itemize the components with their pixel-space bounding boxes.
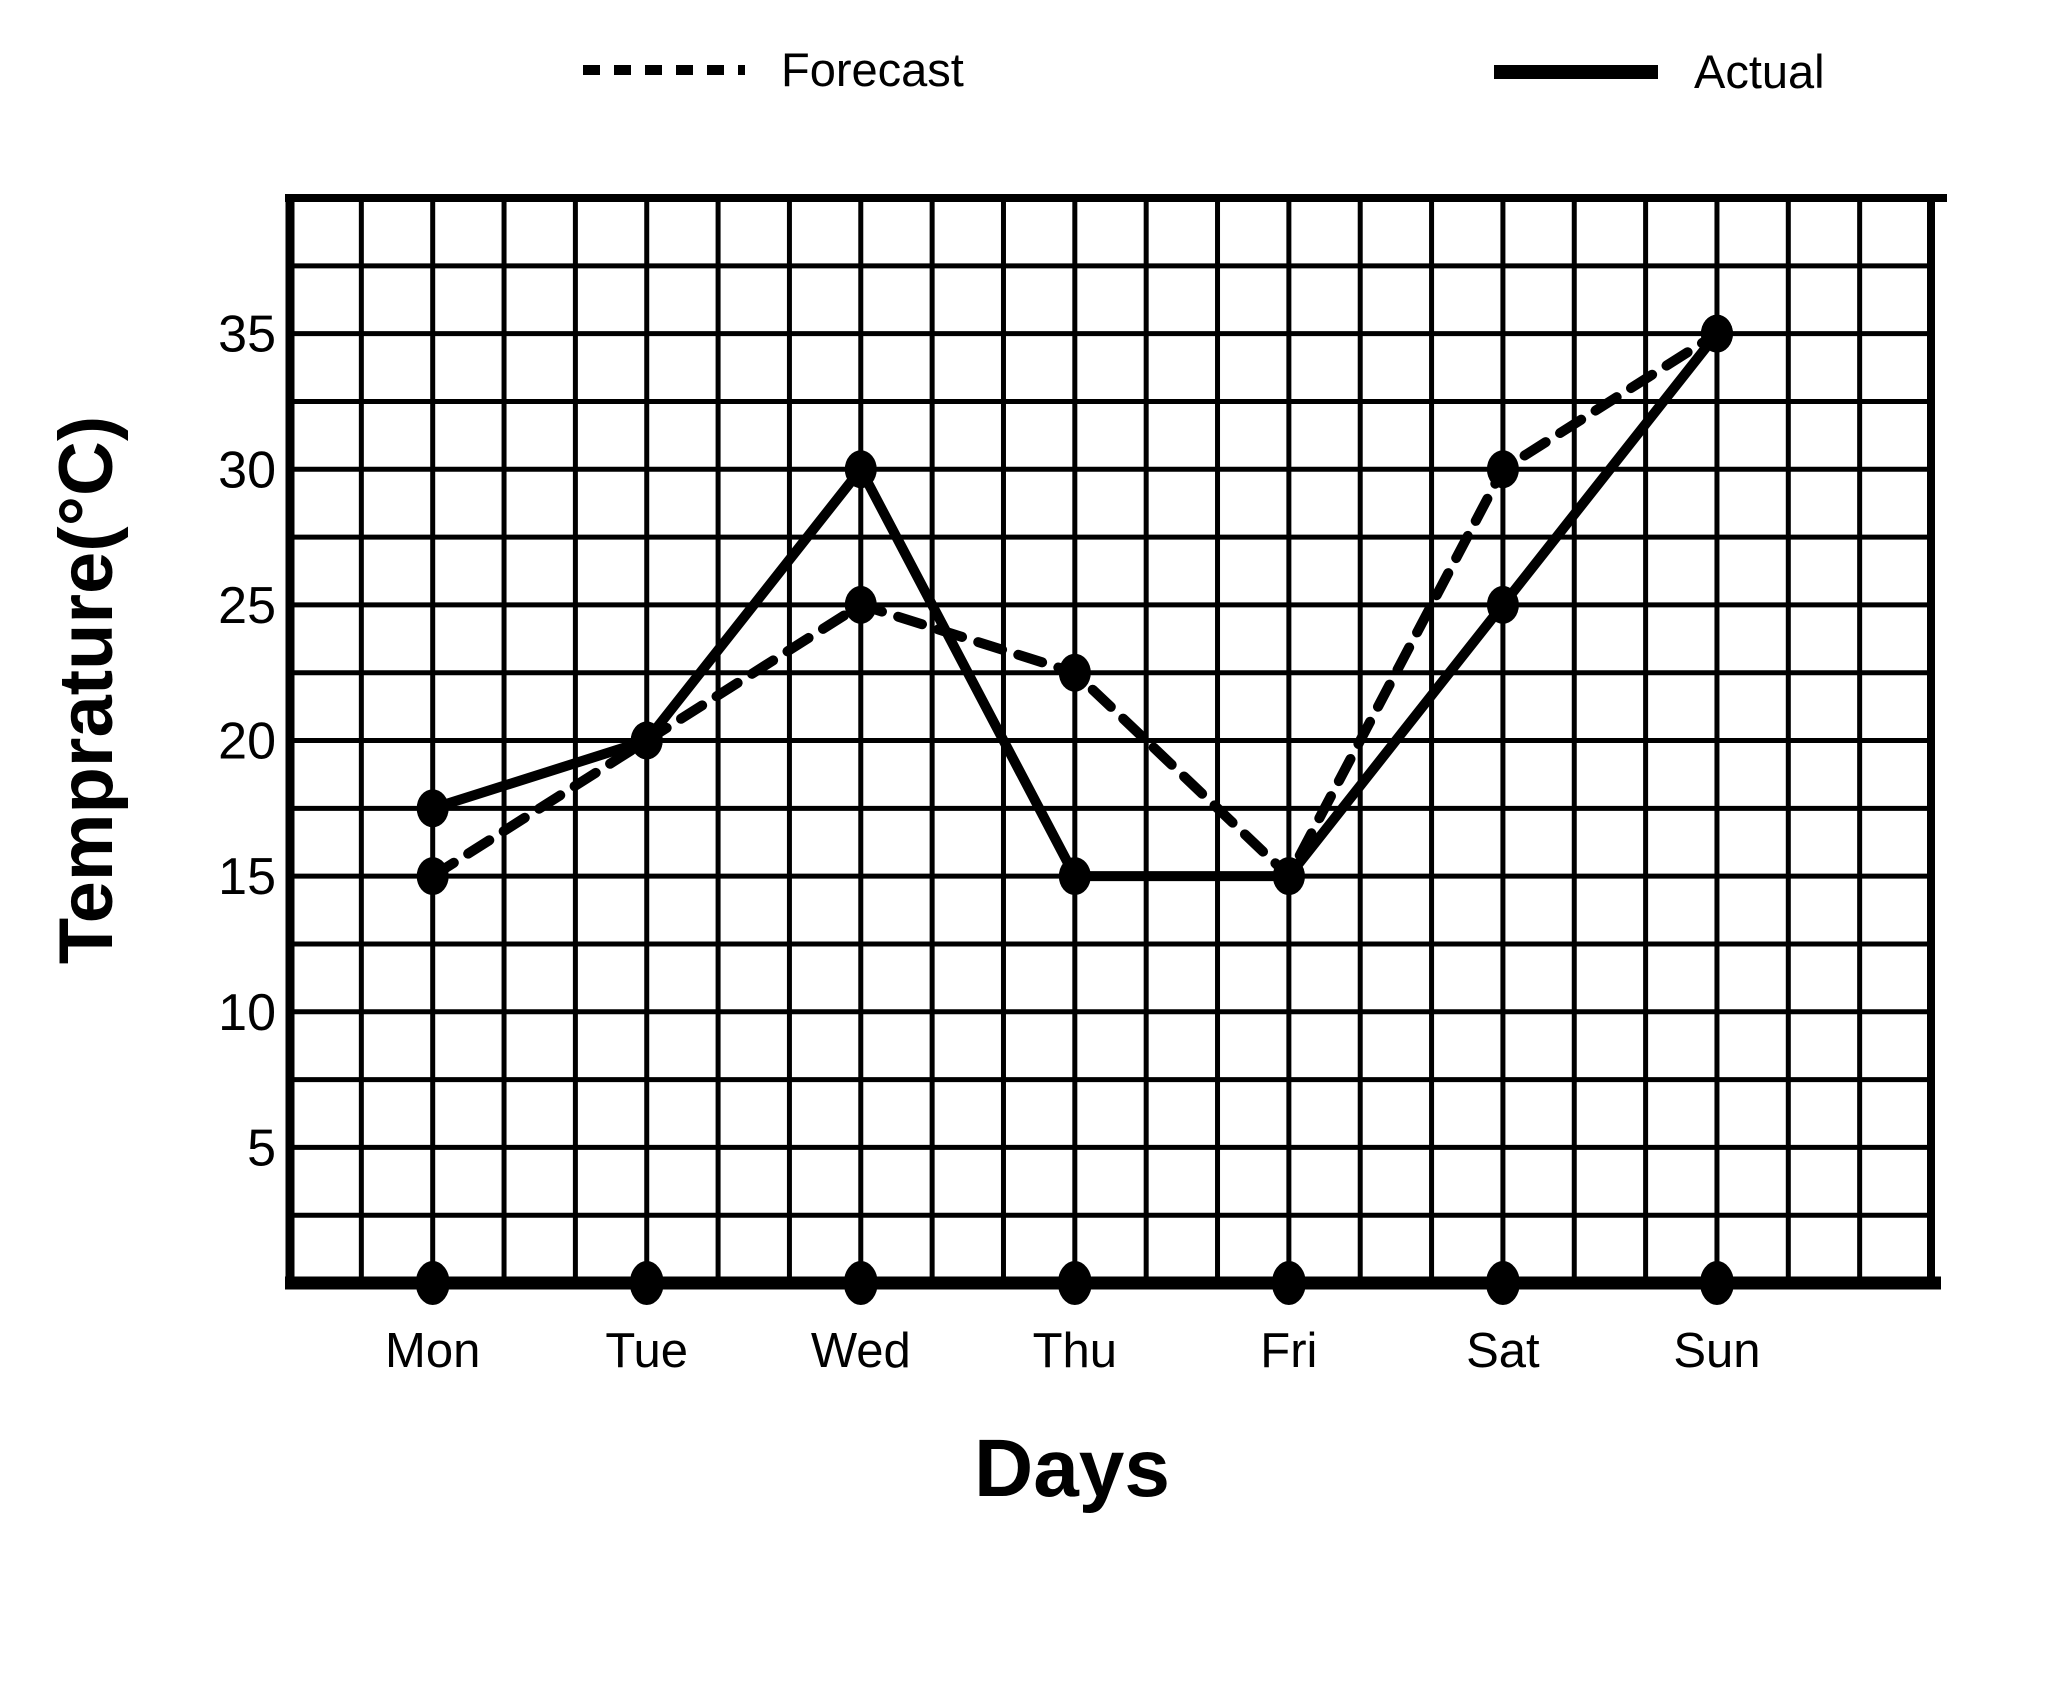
x-axis-day-dot [1271,1261,1306,1305]
data-point-actual-wed [844,450,877,489]
x-axis-day-dot [843,1261,878,1305]
data-point-forecast-wed [844,585,877,624]
y-tick-label-10: 10 [218,984,276,1042]
data-point-forecast-sat [1486,450,1519,489]
axis-tick-labels: 35 30 25 20 15 10 5 Mon Tue Wed Thu Fri Sat Sun [218,306,1760,1378]
data-point-actual-fri [1272,857,1305,896]
y-tick-label-15: 15 [218,848,276,906]
data-point-forecast-mon [416,857,449,896]
y-tick-label-20: 20 [218,713,276,771]
data-point-actual-thu [1058,857,1091,896]
data-point-actual-mon [416,789,449,828]
x-tick-label-thu: Thu [1033,1324,1117,1378]
x-axis-day-dot [1485,1261,1520,1305]
x-axis-day-dot [1057,1261,1092,1305]
legend-label-forecast: Forecast [781,43,964,96]
plot-borders [285,194,1947,1305]
x-axis-day-dot [629,1261,664,1305]
x-tick-label-sun: Sun [1673,1324,1760,1378]
data-point-actual-tue [630,721,663,760]
legend-item-actual: Actual [1494,45,1825,98]
data-point-actual-sun [1700,314,1733,353]
data-series [416,314,1733,896]
x-axis-day-dot [415,1261,450,1305]
x-axis-day-dot [1699,1261,1734,1305]
x-tick-label-mon: Mon [385,1324,480,1378]
x-tick-label-sat: Sat [1466,1324,1540,1378]
x-tick-label-wed: Wed [811,1324,911,1378]
y-tick-label-25: 25 [218,577,276,635]
legend-label-actual: Actual [1694,45,1825,98]
data-point-forecast-thu [1058,653,1091,692]
plot-grid [287,195,1934,1286]
x-tick-label-fri: Fri [1260,1324,1317,1378]
y-axis-title: Temprature(°C) [44,416,129,964]
legend: Forecast Actual [583,43,1825,98]
data-point-actual-sat [1486,585,1519,624]
x-tick-label-tue: Tue [605,1324,688,1378]
y-tick-label-5: 5 [247,1119,276,1177]
y-tick-label-35: 35 [218,306,276,364]
legend-item-forecast: Forecast [583,43,964,96]
x-axis-title: Days [974,1423,1170,1514]
y-tick-label-30: 30 [218,441,276,499]
